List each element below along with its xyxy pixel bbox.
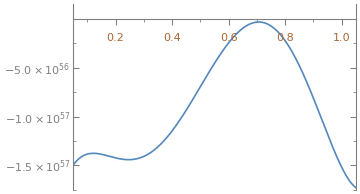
Text: 0.6: 0.6 [220, 33, 238, 43]
Text: 1.0: 1.0 [333, 33, 351, 43]
Text: 0.2: 0.2 [107, 33, 125, 43]
Text: 0.4: 0.4 [163, 33, 181, 43]
Text: 0.8: 0.8 [276, 33, 294, 43]
